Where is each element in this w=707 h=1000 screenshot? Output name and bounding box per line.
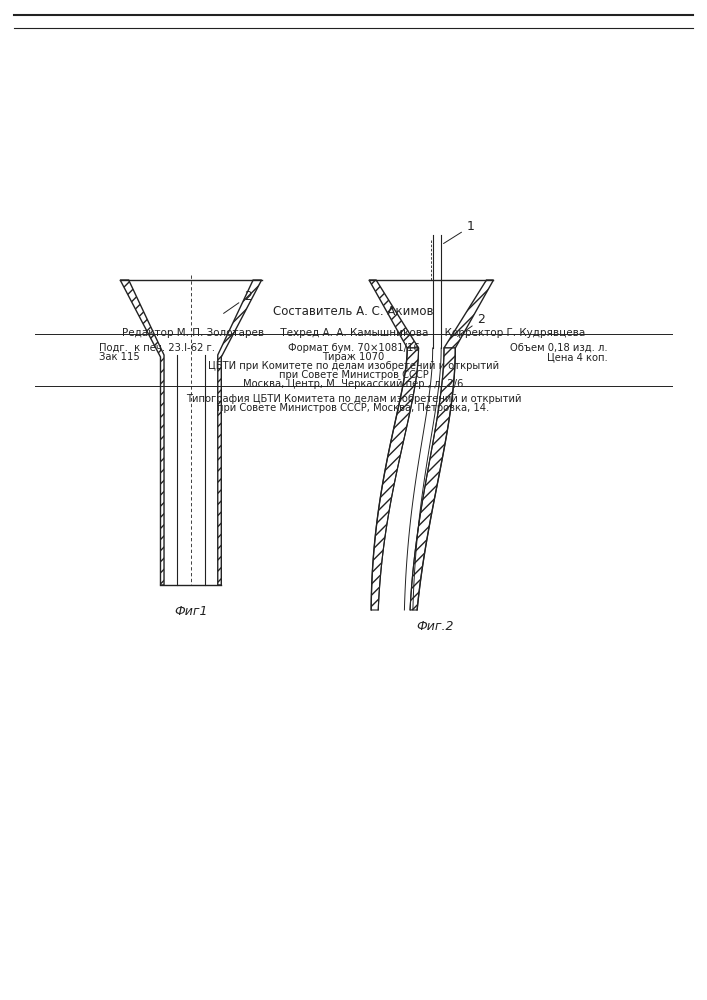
Polygon shape — [120, 280, 164, 585]
Text: при Совете Министров СССР: при Совете Министров СССР — [279, 370, 428, 380]
Text: 2: 2 — [457, 313, 485, 336]
Text: Редактор М. П. Золотарев     Техред А. А. Камышникова     Корректор Г. Кудрявцев: Редактор М. П. Золотарев Техред А. А. Ка… — [122, 328, 585, 338]
Text: 1: 1 — [443, 220, 474, 244]
Text: Фиг1: Фиг1 — [174, 605, 208, 618]
Text: Составитель А. С. Акимов: Составитель А. С. Акимов — [273, 305, 434, 318]
Polygon shape — [218, 280, 262, 585]
Text: при Совете Министров СССР, Москва, Петровка, 14.: при Совете Министров СССР, Москва, Петро… — [217, 403, 490, 413]
Text: Объем 0,18 изд. л.: Объем 0,18 изд. л. — [510, 343, 608, 353]
Text: Формат бум. 70×1081/16: Формат бум. 70×1081/16 — [288, 343, 419, 353]
Text: Тираж 1070: Тираж 1070 — [322, 352, 385, 362]
Polygon shape — [410, 348, 455, 610]
Text: ЦБТИ при Комитете по делам изобретений и открытий: ЦБТИ при Комитете по делам изобретений и… — [208, 361, 499, 371]
Text: Москва, Центр, М. Черкасский пер., д. 2/6: Москва, Центр, М. Черкасский пер., д. 2/… — [243, 379, 464, 389]
Text: Зак 115: Зак 115 — [99, 352, 140, 362]
Text: Фиг.2: Фиг.2 — [416, 620, 454, 633]
Polygon shape — [371, 348, 419, 610]
Polygon shape — [369, 280, 419, 348]
Text: Подг.  к печ. 23.I-62 г.: Подг. к печ. 23.I-62 г. — [99, 343, 215, 353]
Text: Типография ЦБТИ Комитета по делам изобретений и открытий: Типография ЦБТИ Комитета по делам изобре… — [186, 394, 521, 404]
Polygon shape — [444, 280, 493, 348]
Text: 2: 2 — [223, 290, 252, 313]
Text: Цена 4 коп.: Цена 4 коп. — [547, 352, 608, 362]
